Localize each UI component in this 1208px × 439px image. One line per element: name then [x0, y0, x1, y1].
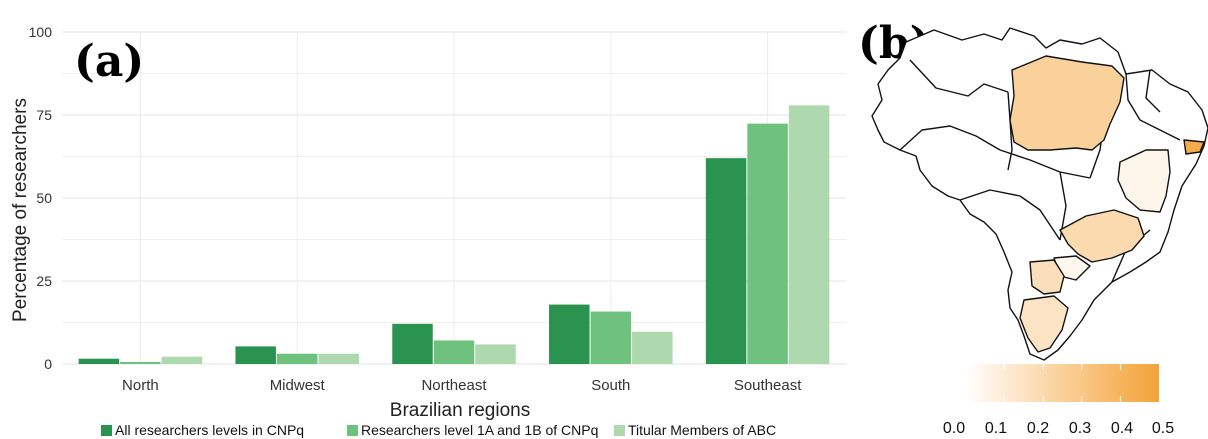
state-border	[1125, 73, 1181, 141]
country-outline	[871, 27, 1208, 361]
legend-entry: Researchers level 1A and 1B of CNPq	[361, 422, 598, 438]
bar	[747, 123, 788, 365]
bar	[318, 353, 359, 364]
map-panel: (b) 0.0 0.1 0.2 0.3 0.4 0.5	[858, 18, 1208, 437]
y-tick-label: 25	[36, 273, 52, 289]
y-tick-label: 0	[44, 356, 52, 372]
brazil-map	[871, 27, 1208, 361]
x-tick-label: North	[122, 377, 159, 394]
bar	[276, 353, 318, 364]
colorbar-tick-label: 0.2	[1027, 420, 1049, 437]
legend-swatch	[101, 425, 112, 436]
bar	[590, 311, 632, 364]
colorbar-tick-label: 0.3	[1069, 420, 1091, 437]
bar	[788, 105, 830, 364]
x-tick-label: Midwest	[270, 377, 326, 394]
colorbar-ticks: 0.0 0.1 0.2 0.3 0.4 0.5	[943, 364, 1174, 437]
bars-layer	[78, 105, 830, 365]
legend: All researchers levels in CNPq Researcher…	[101, 422, 776, 438]
map-region-southeast-inland-state	[1059, 209, 1145, 263]
bar	[433, 340, 475, 364]
state-border	[959, 189, 1021, 201]
state-border	[1019, 195, 1061, 241]
x-tick-label: South	[591, 377, 630, 394]
map-region-northeast-coastal-state	[1183, 139, 1205, 155]
x-axis-label: Brazilian regions	[390, 400, 530, 421]
map-region-south-lower-state	[1019, 295, 1069, 353]
bar	[475, 344, 516, 364]
bar	[549, 304, 590, 364]
colorbar-tick-label: 0.4	[1111, 420, 1133, 437]
state-border	[909, 59, 1009, 97]
bar	[120, 362, 161, 364]
colorbar-tick-label: 0.0	[943, 420, 965, 437]
y-tick-label: 75	[36, 107, 52, 123]
bar	[78, 358, 120, 364]
colorbar-tick-label: 0.1	[985, 420, 1007, 437]
bar-chart-panel: 0 25 50 75 100 North Midwest Northeast South Sout…	[10, 24, 846, 438]
state-border	[1007, 91, 1013, 171]
state-border	[899, 125, 1001, 151]
legend-entry: Titular Members of ABC	[628, 422, 776, 438]
colorbar	[966, 364, 1159, 402]
x-tick-label: Southeast	[734, 377, 802, 394]
bar	[161, 356, 203, 364]
y-tick-label: 50	[36, 190, 52, 206]
bar	[235, 346, 276, 364]
legend-swatch	[614, 425, 625, 436]
map-region-south-upper-state	[1029, 259, 1065, 295]
panel-label-a: (a)	[74, 36, 144, 87]
state-border	[1145, 69, 1161, 113]
x-tick-label: Northeast	[421, 377, 487, 394]
bar	[705, 158, 747, 364]
legend-entry: All researchers levels in CNPq	[115, 422, 304, 438]
y-tick-label: 100	[29, 24, 53, 40]
bar	[632, 331, 673, 364]
tick-labels-layer: 0 25 50 75 100 North Midwest Northeast South Sout…	[29, 24, 803, 394]
state-border	[999, 149, 1091, 179]
legend-swatch	[347, 425, 358, 436]
map-region-northeast-interior-state	[1117, 149, 1171, 213]
y-axis-label: Percentage of researchers	[10, 98, 31, 322]
colorbar-tick-label: 0.5	[1152, 420, 1174, 437]
map-region-north-large-state	[1009, 55, 1125, 151]
bar	[392, 323, 433, 364]
